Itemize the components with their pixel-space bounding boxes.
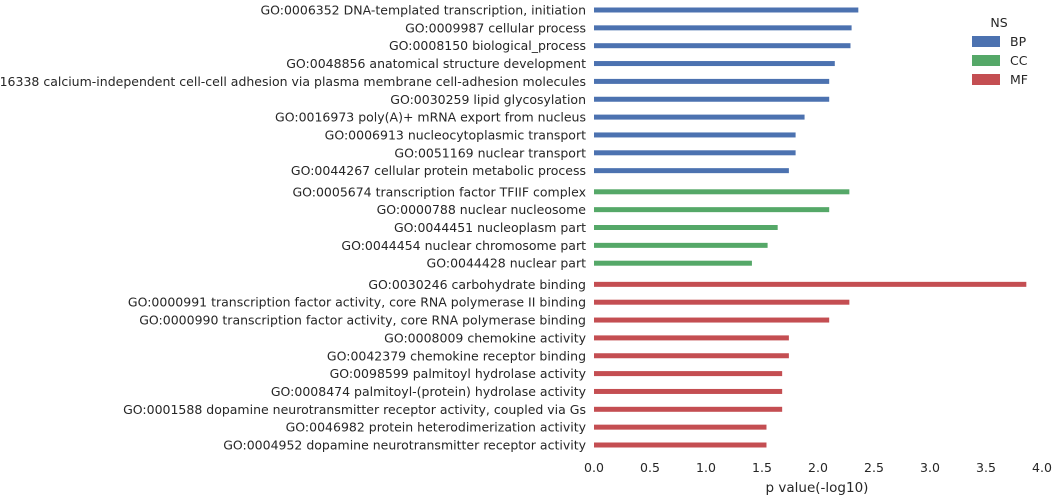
x-tick-label-5: 2.0 bbox=[808, 460, 828, 475]
legend-swatch-mf bbox=[972, 74, 1000, 85]
bar-bp-5 bbox=[594, 78, 830, 84]
category-label-bp-10: GO:0044267 cellular protein metabolic pr… bbox=[291, 163, 586, 178]
bar-mf-8 bbox=[594, 406, 783, 412]
category-label-mf-10: GO:0004952 dopamine neurotransmitter rec… bbox=[223, 438, 586, 453]
category-label-bp-7: GO:0016973 poly(A)+ mRNA export from nuc… bbox=[275, 110, 586, 125]
category-label-cc-4: GO:0044454 nuclear chromosome part bbox=[341, 238, 586, 253]
legend-swatch-cc bbox=[972, 55, 1000, 66]
category-label-bp-9: GO:0051169 nuclear transport bbox=[394, 145, 586, 160]
bar-mf-1 bbox=[594, 281, 1027, 287]
category-label-bp-4: GO:0048856 anatomical structure developm… bbox=[286, 56, 586, 71]
bar-mf-10 bbox=[594, 442, 767, 448]
bar-bp-9 bbox=[594, 150, 796, 156]
bar-bp-2 bbox=[594, 25, 852, 31]
category-label-mf-1: GO:0030246 carbohydrate binding bbox=[368, 277, 586, 292]
category-label-mf-8: GO:0001588 dopamine neurotransmitter rec… bbox=[123, 402, 586, 417]
category-label-cc-3: GO:0044451 nucleoplasm part bbox=[394, 220, 586, 235]
category-label-cc-2: GO:0000788 nuclear nucleosome bbox=[377, 202, 587, 217]
category-label-bp-6: GO:0030259 lipid glycosylation bbox=[390, 92, 586, 107]
bar-bp-3 bbox=[594, 43, 851, 49]
bar-mf-5 bbox=[594, 353, 789, 359]
legend-label-bp: BP bbox=[1010, 34, 1027, 49]
bar-bp-4 bbox=[594, 61, 835, 67]
bars-layer bbox=[594, 7, 1027, 448]
x-axis-label: p value(-log10) bbox=[766, 480, 869, 496]
bar-bp-10 bbox=[594, 168, 789, 174]
legend: NS BP CC MF bbox=[972, 15, 1028, 87]
x-tick-label-1: 0.0 bbox=[584, 460, 604, 475]
x-tick-label-4: 1.5 bbox=[752, 460, 772, 475]
bar-cc-3 bbox=[594, 225, 778, 230]
category-label-bp-5: GO:0016338 calcium-independent cell-cell… bbox=[0, 74, 586, 89]
x-tick-label-2: 0.5 bbox=[640, 460, 660, 475]
bar-cc-4 bbox=[594, 242, 768, 248]
x-axis-ticks: 0.0 0.5 1.0 1.5 2.0 2.5 3.0 3.5 4.0 bbox=[584, 460, 1052, 475]
category-label-mf-4: GO:0008009 chemokine activity bbox=[384, 330, 586, 345]
category-label-mf-3: GO:0000990 transcription factor activity… bbox=[139, 313, 586, 328]
bar-mf-2 bbox=[594, 299, 850, 305]
category-label-mf-9: GO:0046982 protein heterodimerization ac… bbox=[286, 420, 587, 435]
bar-cc-2 bbox=[594, 207, 830, 213]
bar-cc-1 bbox=[594, 189, 850, 195]
bar-bp-6 bbox=[594, 96, 830, 102]
legend-swatch-bp bbox=[972, 36, 1000, 47]
bar-mf-6 bbox=[594, 371, 783, 377]
category-label-mf-7: GO:0008474 palmitoyl-(protein) hydrolase… bbox=[271, 384, 587, 399]
x-tick-label-3: 1.0 bbox=[696, 460, 716, 475]
category-label-bp-8: GO:0006913 nucleocytoplasmic transport bbox=[325, 127, 586, 142]
bar-mf-7 bbox=[594, 388, 783, 394]
category-label-cc-1: GO:0005674 transcription factor TFIIF co… bbox=[292, 184, 586, 199]
x-tick-label-7: 3.0 bbox=[920, 460, 940, 475]
bar-mf-3 bbox=[594, 317, 830, 323]
bar-bp-8 bbox=[594, 132, 796, 138]
category-label-bp-1: GO:0006352 DNA-templated transcription, … bbox=[260, 3, 586, 18]
bar-bp-7 bbox=[594, 114, 805, 120]
category-label-cc-5: GO:0044428 nuclear part bbox=[427, 256, 587, 271]
category-label-bp-2: GO:0009987 cellular process bbox=[405, 20, 586, 35]
category-label-mf-2: GO:0000991 transcription factor activity… bbox=[128, 295, 586, 310]
bar-mf-4 bbox=[594, 335, 789, 341]
bar-cc-5 bbox=[594, 260, 752, 266]
bar-mf-9 bbox=[594, 424, 767, 430]
category-label-mf-6: GO:0098599 palmitoyl hydrolase activity bbox=[330, 366, 587, 381]
legend-entries: BP CC MF bbox=[972, 34, 1028, 87]
legend-title: NS bbox=[990, 15, 1007, 30]
x-tick-label-8: 3.5 bbox=[976, 460, 996, 475]
category-labels: GO:0006352 DNA-templated transcription, … bbox=[0, 3, 587, 453]
x-tick-label-6: 2.5 bbox=[864, 460, 884, 475]
legend-label-mf: MF bbox=[1010, 72, 1028, 87]
x-tick-label-9: 4.0 bbox=[1032, 460, 1052, 475]
category-label-bp-3: GO:0008150 biological_process bbox=[389, 38, 586, 53]
bar-bp-1 bbox=[594, 7, 859, 13]
legend-label-cc: CC bbox=[1010, 53, 1028, 68]
category-label-mf-5: GO:0042379 chemokine receptor binding bbox=[327, 348, 586, 363]
